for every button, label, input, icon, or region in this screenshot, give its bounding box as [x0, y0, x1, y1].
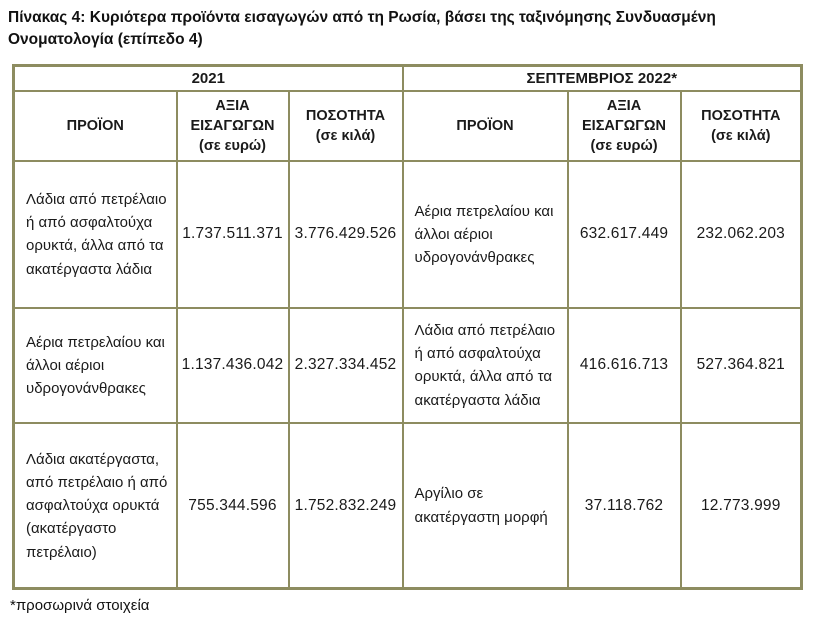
- product-cell-2021: Λάδια από πετρέλαιο ή από ασφαλτούχα ορυ…: [12, 159, 178, 309]
- table-row: Λάδια από πετρέλαιο ή από ασφαλτούχα ορυ…: [12, 159, 803, 309]
- product-cell-2021: Λάδια ακατέργαστα, από πετρέλαιο ή από α…: [12, 421, 178, 590]
- group-header-2021: 2021: [12, 64, 404, 92]
- table-row: Λάδια ακατέργαστα, από πετρέλαιο ή από α…: [12, 421, 803, 590]
- value-cell-2022: 416.616.713: [566, 306, 682, 424]
- col-header-product-2022: ΠΡΟΪΟΝ: [401, 89, 569, 162]
- quantity-cell-2021: 1.752.832.249: [287, 421, 404, 590]
- col-header-quantity-2021: ΠΟΣΟΤΗΤΑ (σε κιλά): [287, 89, 404, 162]
- provisional-data-footnote: *προσωρινά στοιχεία: [10, 597, 150, 615]
- imports-table: 2021 ΣΕΠΤΕΜΒΡΙΟΣ 2022* ΠΡΟΪΟΝ ΑΞΙΑ ΕΙΣΑΓ…: [12, 64, 804, 591]
- table-row: Αέρια πετρελαίου και άλλοι αέριοι υδρογο…: [12, 306, 803, 424]
- value-cell-2021: 755.344.596: [175, 421, 290, 590]
- product-cell-2021: Αέρια πετρελαίου και άλλοι αέριοι υδρογο…: [12, 306, 178, 424]
- quantity-cell-2022: 12.773.999: [679, 421, 803, 590]
- value-cell-2021: 1.137.436.042: [175, 306, 290, 424]
- group-header-september-2022: ΣΕΠΤΕΜΒΡΙΟΣ 2022*: [401, 64, 803, 92]
- value-cell-2021: 1.737.511.371: [175, 159, 290, 309]
- col-header-quantity-2022: ΠΟΣΟΤΗΤΑ (σε κιλά): [679, 89, 803, 162]
- quantity-cell-2022: 232.062.203: [679, 159, 803, 309]
- col-header-value-2022: ΑΞΙΑ ΕΙΣΑΓΩΓΩΝ (σε ευρώ): [566, 89, 682, 162]
- quantity-cell-2021: 3.776.429.526: [287, 159, 404, 309]
- product-cell-2022: Αέρια πετρελαίου και άλλοι αέριοι υδρογο…: [401, 159, 569, 309]
- col-header-product-2021: ΠΡΟΪΟΝ: [12, 89, 178, 162]
- quantity-cell-2022: 527.364.821: [679, 306, 803, 424]
- value-cell-2022: 37.118.762: [566, 421, 682, 590]
- column-header-row: ΠΡΟΪΟΝ ΑΞΙΑ ΕΙΣΑΓΩΓΩΝ (σε ευρώ) ΠΟΣΟΤΗΤΑ…: [12, 89, 803, 162]
- product-cell-2022: Αργίλιο σε ακατέργαστη μορφή: [401, 421, 569, 590]
- product-cell-2022: Λάδια από πετρέλαιο ή από ασφαλτούχα ορυ…: [401, 306, 569, 424]
- group-header-row: 2021 ΣΕΠΤΕΜΒΡΙΟΣ 2022*: [12, 64, 803, 92]
- page-title: Πίνακας 4: Κυριότερα προϊόντα εισαγωγών …: [8, 9, 716, 48]
- quantity-cell-2021: 2.327.334.452: [287, 306, 404, 424]
- col-header-value-2021: ΑΞΙΑ ΕΙΣΑΓΩΓΩΝ (σε ευρώ): [175, 89, 290, 162]
- value-cell-2022: 632.617.449: [566, 159, 682, 309]
